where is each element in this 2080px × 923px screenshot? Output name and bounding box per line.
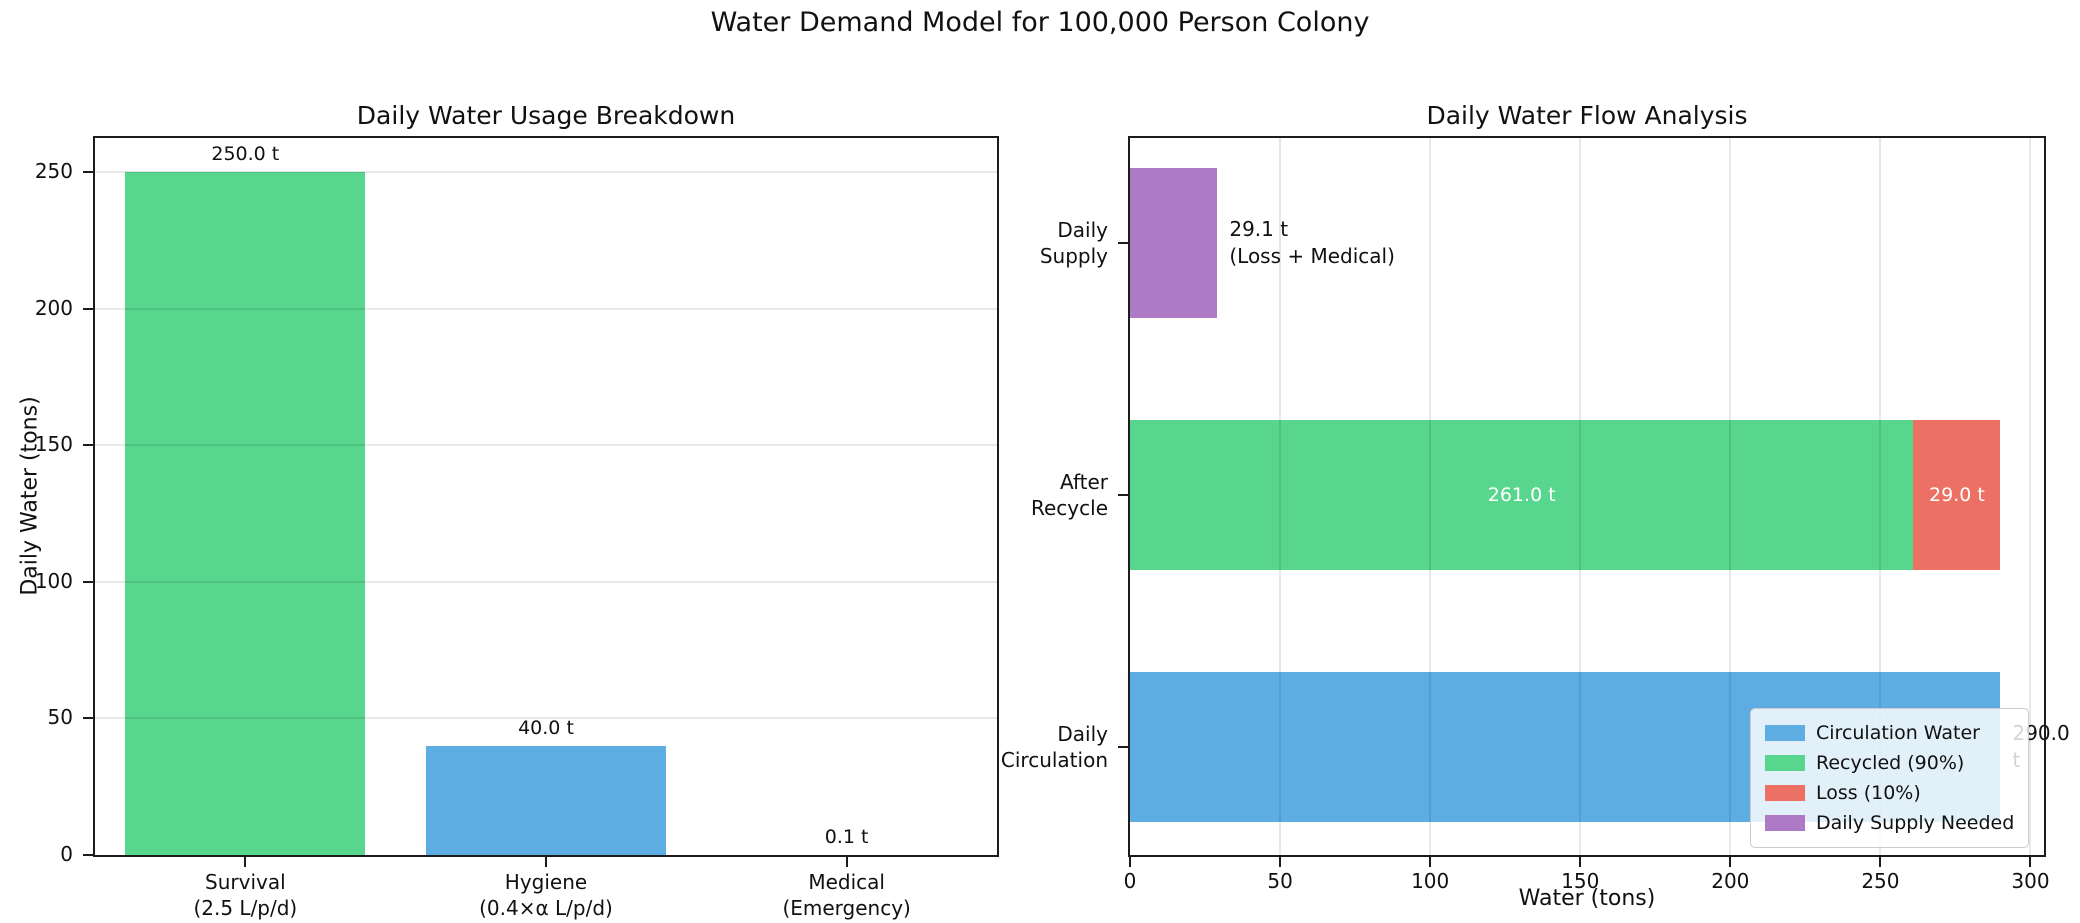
- legend-swatch: [1765, 725, 1805, 741]
- legend-item: Daily Supply Needed: [1765, 808, 2014, 838]
- y-tick-label: 150: [34, 432, 73, 457]
- legend-item-label: Recycled (90%): [1816, 752, 1965, 774]
- bar-hygiene: [426, 745, 666, 855]
- gridline: [1579, 138, 1582, 855]
- x-tick-mark: [1879, 857, 1882, 867]
- usage-chart-title: Daily Water Usage Breakdown: [356, 101, 736, 130]
- x-tick-label: 50: [1267, 869, 1293, 893]
- x-tick-label: 200: [1711, 869, 1750, 893]
- gridline: [95, 307, 997, 310]
- gridline: [95, 171, 997, 174]
- legend-item: Circulation Water: [1765, 718, 2014, 748]
- y-tick-mark: [83, 171, 93, 174]
- x-tick-mark: [1279, 857, 1282, 867]
- x-tick-label: 150: [1561, 869, 1600, 893]
- legend: Circulation Water Recycled (90%) Loss (10%…: [1750, 708, 2030, 848]
- y-tick-label: 200: [34, 295, 73, 320]
- usage-y-axis-label: Daily Water (tons): [17, 396, 43, 596]
- bar-value-label: 250.0 t: [211, 143, 280, 166]
- x-tick-mark: [545, 857, 547, 867]
- y-tick-label: Daily Circulation: [1000, 722, 1108, 772]
- gridline: [1729, 138, 1732, 855]
- x-tick-label: Hygiene (0.4×α L/p/d): [479, 870, 613, 920]
- x-tick-mark: [1729, 857, 1732, 867]
- x-tick-mark: [244, 857, 247, 867]
- bar-annotation: 29.1 t (Loss + Medical): [1229, 217, 1395, 268]
- y-tick-mark: [1118, 494, 1128, 496]
- x-tick-label: 100: [1411, 869, 1450, 893]
- bar-segment-recycled-90-: [1130, 420, 1914, 570]
- figure-title: Water Demand Model for 100,000 Person Co…: [710, 7, 1370, 38]
- x-tick-label: 300: [2011, 869, 2050, 893]
- y-tick-label: 50: [47, 705, 73, 730]
- gridline: [95, 444, 997, 447]
- flow-chart-title: Daily Water Flow Analysis: [1426, 101, 1748, 130]
- y-tick-label: 250: [34, 159, 73, 184]
- x-tick-mark: [1129, 857, 1131, 867]
- bar-segment-loss-10-: [1913, 420, 2001, 570]
- legend-item-label: Loss (10%): [1816, 782, 1921, 804]
- x-tick-mark: [845, 857, 848, 867]
- legend-swatch: [1765, 815, 1805, 831]
- legend-item-label: Daily Supply Needed: [1816, 812, 2015, 834]
- y-tick-mark: [83, 854, 93, 856]
- gridline: [1279, 138, 1282, 855]
- gridline: [2029, 138, 2032, 855]
- x-tick-label: Survival (2.5 L/p/d): [193, 870, 298, 920]
- legend-swatch: [1765, 785, 1805, 801]
- bar-survival: [125, 172, 366, 855]
- gridline: [95, 717, 997, 720]
- segment-value-label: 261.0 t: [1487, 484, 1556, 506]
- gridline: [95, 580, 997, 583]
- legend-item: Recycled (90%): [1765, 748, 2014, 778]
- x-tick-mark: [2029, 857, 2032, 867]
- x-tick-mark: [1579, 857, 1582, 867]
- y-tick-label: 100: [34, 568, 73, 593]
- y-tick-mark: [1118, 746, 1128, 748]
- segment-value-label: 29.0 t: [1929, 484, 1985, 506]
- bar-segment-daily-supply-needed: [1130, 168, 1218, 318]
- legend-swatch: [1765, 755, 1805, 771]
- legend-item: Loss (10%): [1765, 778, 2014, 808]
- legend-item-label: Circulation Water: [1816, 722, 1980, 744]
- y-tick-label: Daily Supply: [1039, 218, 1108, 268]
- usage-plot-area: 0 50 100 150 200 250 250.0 t Survival (2.5 L/p/…: [35, 136, 999, 920]
- gridline: [1429, 138, 1432, 855]
- x-tick-mark: [1429, 857, 1432, 867]
- x-tick-label: Medical (Emergency): [782, 870, 911, 920]
- y-tick-mark: [83, 717, 93, 720]
- flow-x-axis-label: Water (tons): [1518, 886, 1656, 911]
- bar-value-label: 40.0 t: [518, 716, 574, 739]
- x-tick-label: 250: [1861, 869, 1900, 893]
- y-tick-mark: [1118, 242, 1128, 244]
- y-tick-mark: [83, 307, 93, 310]
- y-tick-label: 0: [60, 842, 73, 866]
- y-tick-label: After Recycle: [1031, 470, 1108, 520]
- y-tick-mark: [83, 580, 93, 583]
- x-tick-label: 0: [1123, 869, 1137, 893]
- bar-value-label: 0.1 t: [824, 825, 869, 848]
- gridline: [1879, 138, 1882, 855]
- y-tick-mark: [83, 444, 93, 447]
